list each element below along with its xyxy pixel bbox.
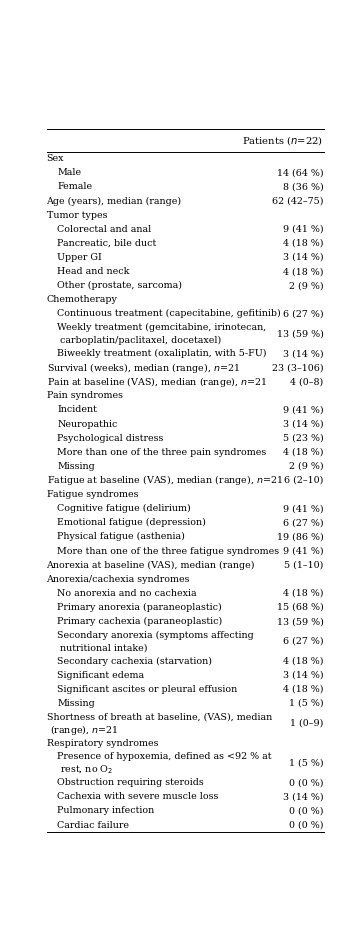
- Text: Sex: Sex: [47, 154, 64, 163]
- Text: Obstruction requiring steroids: Obstruction requiring steroids: [57, 778, 204, 787]
- Text: 4 (18 %): 4 (18 %): [283, 239, 323, 248]
- Text: 4 (18 %): 4 (18 %): [283, 685, 323, 694]
- Text: 13 (59 %): 13 (59 %): [277, 330, 323, 338]
- Text: Physical fatigue (asthenia): Physical fatigue (asthenia): [57, 532, 185, 542]
- Text: Colorectal and anal: Colorectal and anal: [57, 224, 151, 234]
- Text: 3 (14 %): 3 (14 %): [283, 253, 323, 262]
- Text: Fatigue syndromes: Fatigue syndromes: [47, 490, 138, 500]
- Text: carboplatin/paclitaxel, docetaxel): carboplatin/paclitaxel, docetaxel): [60, 335, 222, 345]
- Text: 9 (41 %): 9 (41 %): [283, 224, 323, 234]
- Text: 23 (3–106): 23 (3–106): [272, 363, 323, 372]
- Text: Tumor types: Tumor types: [47, 210, 107, 220]
- Text: (range), $\mathit{n}$=21: (range), $\mathit{n}$=21: [50, 723, 118, 737]
- Text: Anorexia at baseline (VAS), median (range): Anorexia at baseline (VAS), median (rang…: [47, 561, 255, 570]
- Text: 0 (0 %): 0 (0 %): [289, 778, 323, 787]
- Text: More than one of the three pain syndromes: More than one of the three pain syndrome…: [57, 448, 266, 456]
- Text: 4 (18 %): 4 (18 %): [283, 656, 323, 666]
- Text: 1 (5 %): 1 (5 %): [289, 699, 323, 708]
- Text: 6 (2–10): 6 (2–10): [284, 476, 323, 485]
- Text: 0 (0 %): 0 (0 %): [289, 807, 323, 815]
- Text: Significant edema: Significant edema: [57, 670, 144, 680]
- Text: Neuropathic: Neuropathic: [57, 420, 118, 428]
- Text: Psychological distress: Psychological distress: [57, 434, 164, 442]
- Text: Pain syndromes: Pain syndromes: [47, 392, 122, 400]
- Text: rest, no O$_2$: rest, no O$_2$: [60, 763, 113, 776]
- Text: Pain at baseline (VAS), median (range), $\mathit{n}$=21: Pain at baseline (VAS), median (range), …: [47, 375, 267, 389]
- Text: Male: Male: [57, 168, 81, 177]
- Text: Presence of hypoxemia, defined as <92 % at: Presence of hypoxemia, defined as <92 % …: [57, 752, 272, 761]
- Text: Secondary cachexia (starvation): Secondary cachexia (starvation): [57, 656, 212, 666]
- Text: 1 (5 %): 1 (5 %): [289, 759, 323, 767]
- Text: 8 (36 %): 8 (36 %): [283, 182, 323, 192]
- Text: 62 (42–75): 62 (42–75): [272, 196, 323, 206]
- Text: 3 (14 %): 3 (14 %): [283, 420, 323, 428]
- Text: 1 (0–9): 1 (0–9): [290, 718, 323, 728]
- Text: 3 (14 %): 3 (14 %): [283, 793, 323, 801]
- Text: Other (prostate, sarcoma): Other (prostate, sarcoma): [57, 281, 182, 290]
- Text: Pulmonary infection: Pulmonary infection: [57, 807, 155, 815]
- Text: Primary cachexia (paraneoplastic): Primary cachexia (paraneoplastic): [57, 617, 222, 626]
- Text: Primary anorexia (paraneoplastic): Primary anorexia (paraneoplastic): [57, 603, 222, 612]
- Text: Patients ($\mathit{n}$=22): Patients ($\mathit{n}$=22): [242, 133, 323, 146]
- Text: 4 (18 %): 4 (18 %): [283, 589, 323, 598]
- Text: 13 (59 %): 13 (59 %): [277, 617, 323, 626]
- Text: Age (years), median (range): Age (years), median (range): [47, 196, 182, 206]
- Text: 9 (41 %): 9 (41 %): [283, 546, 323, 556]
- Text: Missing: Missing: [57, 462, 95, 470]
- Text: 3 (14 %): 3 (14 %): [283, 349, 323, 358]
- Text: 19 (86 %): 19 (86 %): [277, 532, 323, 542]
- Text: 15 (68 %): 15 (68 %): [277, 603, 323, 612]
- Text: Anorexia/cachexia syndromes: Anorexia/cachexia syndromes: [47, 575, 190, 584]
- Text: 2 (9 %): 2 (9 %): [289, 462, 323, 470]
- Text: 9 (41 %): 9 (41 %): [283, 504, 323, 514]
- Text: 5 (23 %): 5 (23 %): [283, 434, 323, 442]
- Text: 0 (0 %): 0 (0 %): [289, 821, 323, 829]
- Text: nutritional intake): nutritional intake): [60, 643, 148, 653]
- Text: Fatigue at baseline (VAS), median (range), $\mathit{n}$=21: Fatigue at baseline (VAS), median (range…: [47, 473, 283, 487]
- Text: 9 (41 %): 9 (41 %): [283, 406, 323, 414]
- Text: Emotional fatigue (depression): Emotional fatigue (depression): [57, 518, 206, 528]
- Text: Secondary anorexia (symptoms affecting: Secondary anorexia (symptoms affecting: [57, 630, 254, 639]
- Text: Chemotherapy: Chemotherapy: [47, 296, 117, 304]
- Text: 14 (64 %): 14 (64 %): [277, 168, 323, 177]
- Text: Survival (weeks), median (range), $\mathit{n}$=21: Survival (weeks), median (range), $\math…: [47, 361, 239, 375]
- Text: Significant ascites or pleural effusion: Significant ascites or pleural effusion: [57, 685, 238, 694]
- Text: Missing: Missing: [57, 699, 95, 708]
- Text: Biweekly treatment (oxaliplatin, with 5-FU): Biweekly treatment (oxaliplatin, with 5-…: [57, 349, 267, 358]
- Text: 6 (27 %): 6 (27 %): [283, 637, 323, 646]
- Text: 3 (14 %): 3 (14 %): [283, 670, 323, 680]
- Text: Head and neck: Head and neck: [57, 267, 130, 276]
- Text: Respiratory syndromes: Respiratory syndromes: [47, 739, 158, 747]
- Text: 4 (0–8): 4 (0–8): [290, 377, 323, 386]
- Text: 5 (1–10): 5 (1–10): [284, 561, 323, 570]
- Text: Cardiac failure: Cardiac failure: [57, 821, 129, 829]
- Text: 2 (9 %): 2 (9 %): [289, 281, 323, 290]
- Text: Cognitive fatigue (delirium): Cognitive fatigue (delirium): [57, 504, 191, 514]
- Text: Female: Female: [57, 182, 92, 192]
- Text: Incident: Incident: [57, 406, 97, 414]
- Text: 6 (27 %): 6 (27 %): [283, 518, 323, 528]
- Text: Continuous treatment (capecitabine, gefitinib): Continuous treatment (capecitabine, gefi…: [57, 309, 281, 318]
- Text: 4 (18 %): 4 (18 %): [283, 267, 323, 276]
- Text: Cachexia with severe muscle loss: Cachexia with severe muscle loss: [57, 793, 218, 801]
- Text: No anorexia and no cachexia: No anorexia and no cachexia: [57, 589, 197, 598]
- Text: Pancreatic, bile duct: Pancreatic, bile duct: [57, 239, 156, 248]
- Text: Shortness of breath at baseline, (VAS), median: Shortness of breath at baseline, (VAS), …: [47, 713, 272, 721]
- Text: 4 (18 %): 4 (18 %): [283, 448, 323, 456]
- Text: More than one of the three fatigue syndromes: More than one of the three fatigue syndr…: [57, 546, 279, 556]
- Text: Weekly treatment (gemcitabine, irinotecan,: Weekly treatment (gemcitabine, irinoteca…: [57, 323, 266, 331]
- Text: 6 (27 %): 6 (27 %): [283, 310, 323, 318]
- Text: Upper GI: Upper GI: [57, 253, 102, 262]
